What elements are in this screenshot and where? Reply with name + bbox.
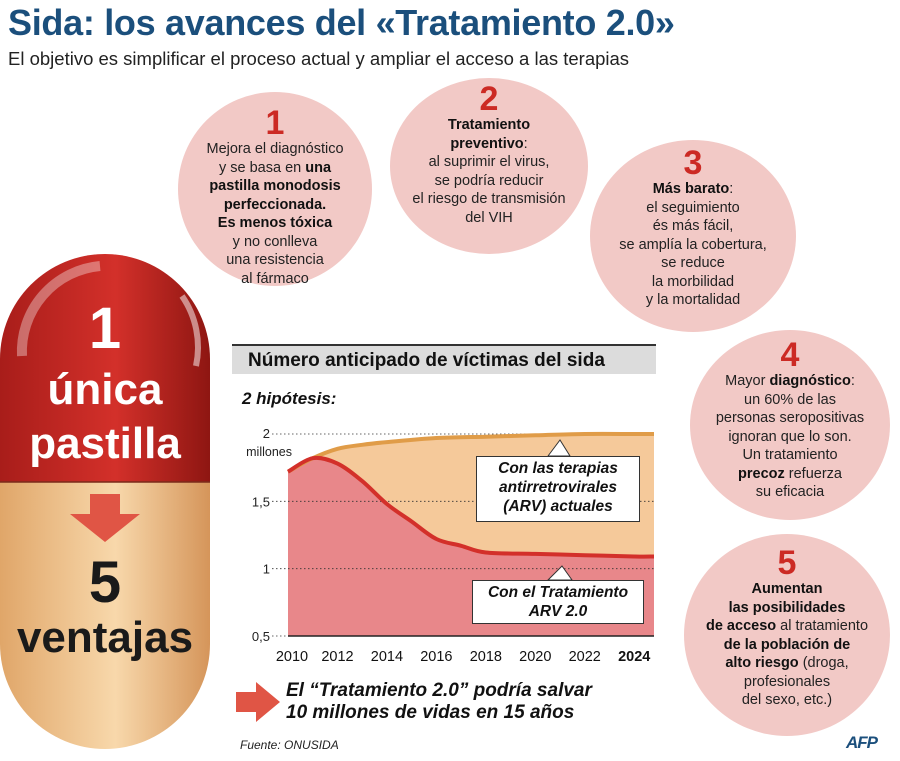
- pill-graphic: 1 única pastilla 5 ventajas: [0, 236, 228, 752]
- bubble-line: la morbilidad: [651, 273, 735, 290]
- x-tick-label: 2018: [470, 649, 502, 665]
- callout-line: antirretrovirales: [498, 479, 618, 496]
- bubble-line: al fármaco: [241, 270, 309, 287]
- y-tick-label: 1,5: [252, 494, 270, 509]
- right-arrow-icon: [236, 682, 280, 722]
- bubble-line: el riesgo de transmisión: [412, 191, 566, 207]
- bubble-line: perfeccionada.: [223, 196, 327, 213]
- pill-bottom-line: ventajas: [16, 613, 194, 662]
- lives-saved-note: El “Tratamiento 2.0” podría salvar 10 mi…: [286, 680, 592, 724]
- bubble-line: al suprimir el virus,: [428, 154, 550, 170]
- chart-title-bar: Número anticipado de víctimas del sida: [232, 344, 656, 374]
- bubble-line: un 60% de las: [744, 391, 836, 408]
- chart-title: Número anticipado de víctimas del sida: [248, 350, 605, 371]
- pill-top-line2: pastilla: [29, 419, 181, 468]
- callout-current-therapy: Con las terapias antirretrovirales (ARV)…: [476, 456, 640, 522]
- bubble-line: Es menos tóxica: [217, 215, 333, 231]
- callout-line: Con el Tratamiento: [487, 584, 629, 601]
- bubble-line: Mayor diagnóstico:: [725, 373, 855, 389]
- bubble-line: de acceso al tratamiento: [705, 618, 869, 634]
- y-tick-label: 1: [263, 562, 270, 577]
- bubble-line: el seguimiento: [646, 199, 740, 216]
- chart-labels: 0,5 1 1,5 2 millones 2010 2012 2014 2016 2018 2020…: [246, 426, 650, 665]
- pill-bottom-number: 5: [88, 550, 122, 615]
- bubble-line: personas seropositivas: [715, 410, 865, 426]
- callout-treatment-2: Con el Tratamiento ARV 2.0: [472, 580, 644, 624]
- bubble-line: y no conlleva: [232, 233, 318, 250]
- bubble-line: se amplía la cobertura,: [619, 236, 767, 253]
- x-tick-label: 2016: [420, 649, 452, 665]
- callout-line: ARV 2.0: [528, 603, 588, 620]
- y-tick-label: 2: [263, 426, 270, 441]
- chart-grid: [272, 433, 654, 637]
- pill-top-number: 1: [88, 296, 122, 361]
- page-subtitle: El objetivo es simplificar el proceso ac…: [8, 48, 630, 69]
- bubble-line: y la mortalidad: [645, 292, 741, 308]
- lives-saved-line2: 10 millones de vidas en 15 años: [286, 702, 575, 723]
- bubble-line: Aumentan: [751, 581, 823, 597]
- page-title: Sida: los avances del «Tratamiento 2.0»: [8, 2, 675, 43]
- series-line-treatment-2: [286, 455, 655, 559]
- bubble-line: precoz refuerza: [738, 465, 842, 482]
- bubble-line: alto riesgo (droga,: [725, 655, 849, 671]
- chart-lines: [286, 431, 655, 559]
- bubble-line: se reduce: [661, 255, 725, 271]
- bubble-line: pastilla monodosis: [209, 178, 341, 194]
- x-tick-label: 2010: [276, 649, 308, 665]
- source-note: Fuente: ONUSIDA: [240, 738, 339, 752]
- bubble-line: Más barato:: [652, 181, 734, 197]
- bubble-line: se podría reducir: [434, 172, 544, 189]
- x-tick-label: 2022: [569, 649, 601, 665]
- down-arrow-icon: [70, 494, 140, 542]
- advantage-number: 2: [479, 80, 499, 118]
- bubble-line: del VIH: [465, 209, 513, 226]
- bubble-line: Mejora el diagnóstico: [206, 141, 344, 157]
- bubble-line: profesionales: [743, 673, 831, 690]
- bubble-line: ignoran que lo son.: [728, 428, 852, 445]
- advantage-number: 4: [780, 336, 800, 374]
- y-tick-label: 0,5: [252, 629, 270, 644]
- bubble-line: y se basa en una: [218, 159, 332, 176]
- advantage-bubble-1: 1 Mejora el diagnóstico y se basa en una…: [178, 92, 372, 287]
- x-tick-label: 2024: [618, 649, 650, 665]
- afp-logo: AFP: [846, 733, 878, 752]
- bubble-line: su eficacia: [755, 484, 825, 500]
- y-unit-label: millones: [246, 445, 292, 459]
- advantage-number: 3: [683, 144, 703, 182]
- pill-top-line1: única: [47, 365, 163, 414]
- advantage-number: 5: [777, 544, 797, 582]
- lives-saved-line1: El “Tratamiento 2.0” podría salvar: [286, 680, 592, 701]
- bubble-line: Un tratamiento: [742, 447, 838, 463]
- advantage-number: 1: [265, 104, 285, 142]
- bubble-line: una resistencia: [226, 252, 324, 268]
- bubble-line: de la población de: [723, 636, 851, 653]
- advantage-bubble-4: 4 Mayor diagnóstico: un 60% de las perso…: [690, 330, 890, 520]
- bubble-line: del sexo, etc.): [741, 692, 833, 708]
- x-tick-label: 2014: [371, 649, 403, 665]
- bubble-line: las posibilidades: [728, 599, 846, 616]
- advantage-bubble-5: 5 Aumentan las posibilidades de acceso a…: [684, 534, 890, 736]
- x-tick-label: 2012: [321, 649, 353, 665]
- callout-line: (ARV) actuales: [503, 498, 613, 515]
- bubble-line: Tratamiento: [447, 117, 531, 133]
- pill-capsule-icon: [0, 254, 210, 749]
- callout-line: Con las terapias: [498, 460, 618, 477]
- advantage-bubble-3: 3 Más barato: el seguimiento és más fáci…: [590, 140, 796, 332]
- bubble-line: és más fácil,: [652, 218, 734, 234]
- chart-subtitle: 2 hipótesis:: [242, 389, 337, 408]
- advantage-bubble-2: 2 Tratamiento preventivo: al suprimir el…: [390, 78, 588, 254]
- bubble-line: preventivo:: [450, 135, 528, 152]
- series-line-current-therapy: [287, 431, 654, 474]
- x-tick-label: 2020: [519, 649, 551, 665]
